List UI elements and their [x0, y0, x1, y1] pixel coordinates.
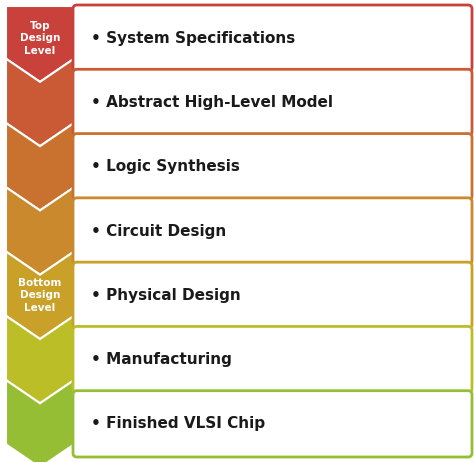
Polygon shape [6, 252, 74, 339]
FancyBboxPatch shape [73, 5, 472, 71]
Polygon shape [6, 380, 74, 462]
Text: Bottom
Design
Level: Bottom Design Level [18, 278, 62, 313]
Text: • Finished VLSI Chip: • Finished VLSI Chip [91, 416, 265, 432]
Text: Top
Design
Level: Top Design Level [20, 21, 60, 55]
FancyBboxPatch shape [73, 391, 472, 457]
FancyBboxPatch shape [73, 69, 472, 135]
Text: • Abstract High-Level Model: • Abstract High-Level Model [91, 95, 333, 110]
Text: • Circuit Design: • Circuit Design [91, 224, 226, 238]
Polygon shape [6, 187, 74, 275]
FancyBboxPatch shape [73, 262, 472, 328]
FancyBboxPatch shape [73, 134, 472, 200]
FancyBboxPatch shape [73, 327, 472, 393]
Polygon shape [6, 6, 74, 82]
Text: • System Specifications: • System Specifications [91, 30, 295, 46]
Text: • Physical Design: • Physical Design [91, 288, 241, 303]
Polygon shape [6, 123, 74, 210]
Text: • Logic Synthesis: • Logic Synthesis [91, 159, 240, 174]
Text: • Manufacturing: • Manufacturing [91, 352, 232, 367]
FancyBboxPatch shape [73, 198, 472, 264]
Polygon shape [6, 59, 74, 146]
Polygon shape [6, 316, 74, 403]
